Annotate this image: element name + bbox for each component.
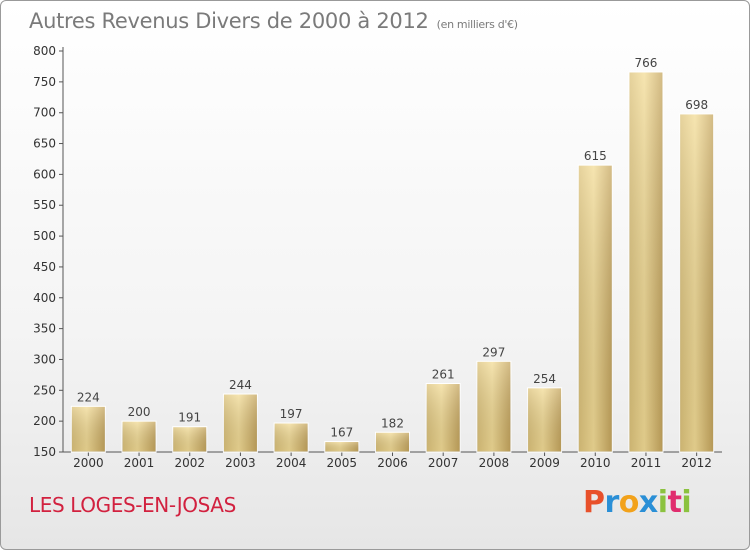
bar-shade-2002: [172, 426, 207, 452]
data-label-2003: 244: [229, 378, 252, 392]
y-tick-label: 150: [33, 445, 56, 459]
y-tick-label: 600: [33, 167, 56, 181]
bar-shade-2001: [122, 421, 157, 452]
bar-shade-2004: [274, 423, 309, 452]
y-tick-label: 550: [33, 198, 56, 212]
data-label-2002: 191: [178, 411, 201, 425]
bar-shade-2011: [628, 71, 663, 452]
y-tick-label: 700: [33, 106, 56, 120]
bar-shade-2010: [578, 165, 613, 452]
data-label-2006: 182: [381, 416, 404, 430]
data-label-2010: 615: [584, 149, 607, 163]
logo-letter: t: [667, 485, 682, 520]
data-label-2005: 167: [330, 426, 353, 440]
logo-letter: P: [583, 485, 605, 520]
y-tick-label: 300: [33, 352, 56, 366]
x-tick-label: 2005: [327, 456, 358, 470]
commune-name: LES LOGES-EN-JOSAS: [29, 493, 236, 517]
x-tick-label: 2000: [73, 456, 104, 470]
data-label-2011: 766: [635, 56, 658, 70]
logo-letter: i: [681, 485, 692, 520]
logo-letter: r: [604, 485, 620, 520]
data-label-2000: 224: [77, 390, 100, 404]
chart-title-text: Autres Revenus Divers de 2000 à 2012: [29, 9, 429, 33]
y-tick-label: 650: [33, 137, 56, 151]
y-tick-label: 800: [33, 44, 56, 58]
bar-shade-2003: [223, 394, 258, 452]
y-tick-label: 350: [33, 322, 56, 336]
bar-shade-2009: [527, 387, 562, 452]
x-tick-label: 2004: [276, 456, 307, 470]
x-tick-label: 2003: [225, 456, 256, 470]
data-label-2001: 200: [128, 405, 151, 419]
bar-shade-2006: [375, 432, 410, 452]
logo-letter: x: [638, 485, 658, 520]
bar-shade-2005: [324, 441, 359, 452]
data-label-2007: 261: [432, 368, 455, 382]
y-tick-label: 450: [33, 260, 56, 274]
x-tick-label: 2010: [580, 456, 611, 470]
y-tick-label: 200: [33, 414, 56, 428]
data-label-2009: 254: [533, 372, 556, 386]
bar-shade-2007: [426, 383, 461, 452]
x-tick-label: 2001: [124, 456, 155, 470]
bar-shade-2000: [71, 406, 106, 452]
x-tick-label: 2006: [377, 456, 408, 470]
bar-shade-2012: [679, 113, 714, 453]
logo-letter: i: [657, 485, 668, 520]
y-tick-label: 400: [33, 291, 56, 305]
data-label-2012: 698: [685, 98, 708, 112]
x-tick-label: 2002: [174, 456, 205, 470]
data-label-2008: 297: [482, 345, 505, 359]
chart-title: Autres Revenus Divers de 2000 à 2012 (en …: [29, 9, 518, 33]
x-tick-label: 2007: [428, 456, 459, 470]
x-tick-label: 2008: [479, 456, 510, 470]
logo-letter: o: [618, 485, 640, 520]
bar-shade-2008: [476, 361, 511, 452]
x-tick-label: 2009: [529, 456, 560, 470]
x-tick-label: 2011: [631, 456, 662, 470]
x-tick-label: 2012: [681, 456, 712, 470]
y-tick-label: 250: [33, 383, 56, 397]
y-tick-label: 500: [33, 229, 56, 243]
chart-unit: (en milliers d'€): [436, 18, 518, 31]
proxiti-logo: Proxiti: [583, 485, 692, 520]
data-label-2004: 197: [280, 407, 303, 421]
y-tick-label: 750: [33, 75, 56, 89]
